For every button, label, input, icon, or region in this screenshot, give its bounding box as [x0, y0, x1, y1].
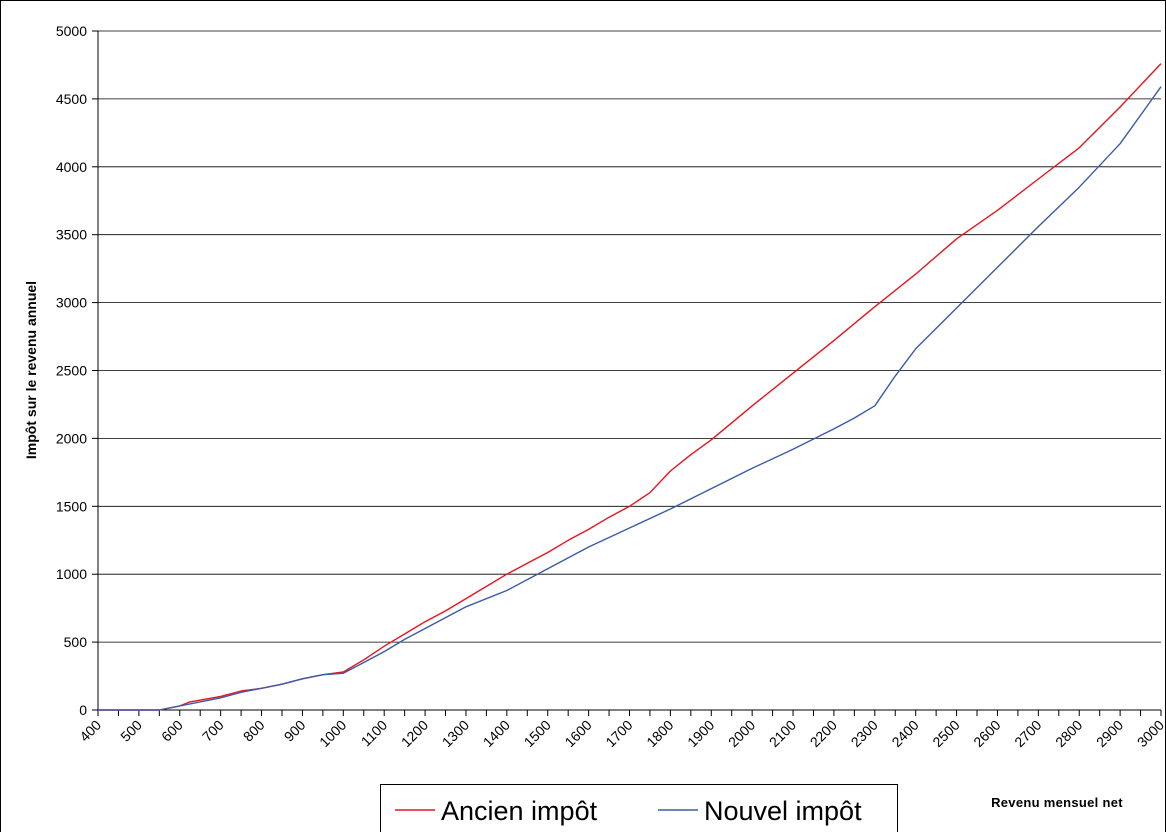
y-tick-label: 500	[64, 634, 88, 650]
y-tick-label: 3000	[56, 295, 87, 311]
legend-label: Ancien impôt	[441, 796, 598, 826]
series-line-nouvel-impot	[98, 86, 1162, 711]
y-tick-label: 3500	[56, 227, 87, 243]
y-tick-label: 0	[79, 702, 87, 718]
series-lines	[98, 63, 1162, 711]
legend-label: Nouvel impôt	[704, 796, 862, 826]
x-axis-label: Revenu mensuel net	[991, 795, 1123, 810]
y-tick-label: 1500	[56, 498, 87, 514]
y-axis-label: Impôt sur le revenu annuel	[23, 281, 39, 459]
y-tick-labels: 0 500 1000 1500 2000 2500 3000 3500 4000 4500 5000	[56, 23, 98, 718]
legend-box	[380, 784, 898, 832]
legend: Ancien impôt Nouvel impôt	[380, 784, 898, 832]
gridlines	[98, 30, 1161, 643]
y-tick-label: 2000	[56, 430, 87, 446]
y-tick-label: 2500	[56, 363, 87, 379]
y-tick-label: 1000	[56, 566, 87, 582]
y-tick-label: 5000	[56, 23, 87, 39]
y-tick-label: 4000	[56, 159, 87, 175]
y-tick-label: 4500	[56, 91, 87, 107]
